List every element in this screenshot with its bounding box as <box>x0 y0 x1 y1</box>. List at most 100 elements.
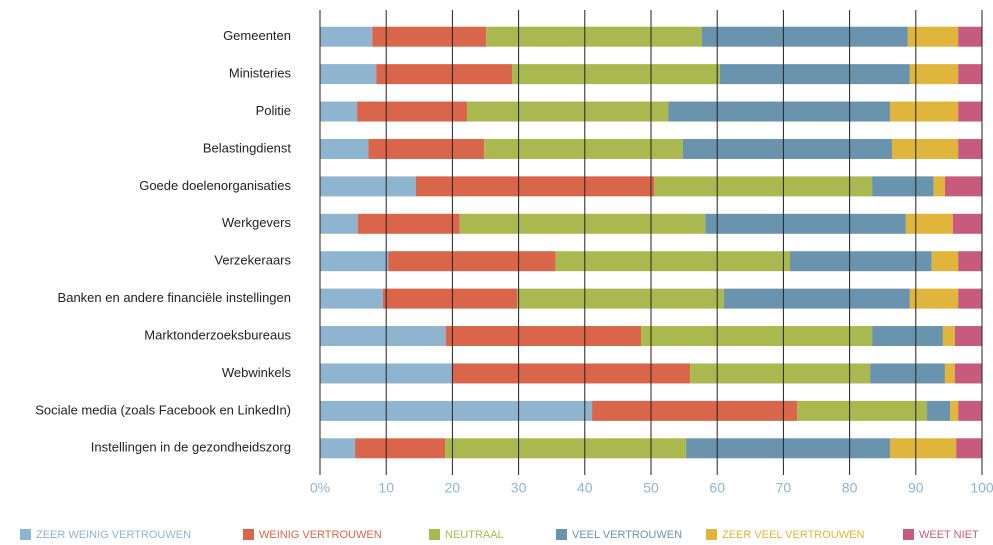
bar-segment <box>355 438 446 459</box>
bar-segment <box>889 101 959 122</box>
bar-segment <box>668 101 890 122</box>
x-tick-label: 10 <box>378 480 394 496</box>
bar-segment <box>320 251 389 272</box>
category-label: Politie <box>256 103 291 118</box>
bar-segment <box>320 400 593 421</box>
bar-segment <box>701 26 908 47</box>
bar-segment <box>958 101 982 122</box>
x-tick-label: 80 <box>842 480 858 496</box>
bar-segment <box>451 363 691 384</box>
bar-segment <box>956 438 982 459</box>
legend-label: ZEER VEEL VERTROUWEN <box>722 529 864 541</box>
bar-segment <box>320 326 446 347</box>
bar-segment <box>723 288 910 309</box>
bar-segment <box>357 213 460 234</box>
legend-swatch <box>706 529 717 540</box>
bar-segment <box>907 26 959 47</box>
bar-segment <box>790 251 932 272</box>
category-label: Banken en andere financiële instellingen <box>58 290 291 305</box>
bar-segment <box>376 64 512 85</box>
category-label: Marktonderzoeksbureaus <box>144 327 291 342</box>
bar-segment <box>357 101 467 122</box>
bar-segment <box>320 138 369 159</box>
x-tick-label: 0% <box>310 480 330 496</box>
bar-segment <box>944 363 955 384</box>
bar-segment <box>511 64 720 85</box>
bar-segment <box>891 138 959 159</box>
x-tick-label: 70 <box>776 480 792 496</box>
bar-segment <box>942 326 955 347</box>
category-label: Gemeenten <box>223 28 291 43</box>
bar-segment <box>719 64 910 85</box>
bar-segment <box>320 64 377 85</box>
bar-segment <box>320 101 358 122</box>
bar-segment <box>870 363 945 384</box>
category-label: Ministeries <box>229 66 292 81</box>
bar-segment <box>320 176 416 197</box>
x-tick-label: 60 <box>709 480 725 496</box>
bar-segment <box>382 288 518 309</box>
bar-segment <box>320 213 358 234</box>
bar-segment <box>466 101 669 122</box>
bar-segment <box>368 138 485 159</box>
bar-segment <box>415 176 655 197</box>
x-tick-label: 90 <box>908 480 924 496</box>
bar-segment <box>909 288 959 309</box>
bar-segment <box>320 438 356 459</box>
bar-segment <box>958 64 982 85</box>
bar-segment <box>517 288 724 309</box>
bar-segment <box>445 326 642 347</box>
bar-segment <box>372 26 487 47</box>
bar-segment <box>954 363 982 384</box>
category-label: Belastingdienst <box>203 140 292 155</box>
bar-segment <box>641 326 873 347</box>
bar-segment <box>486 26 702 47</box>
bar-segment <box>320 288 383 309</box>
x-tick-label: 20 <box>445 480 461 496</box>
legend-swatch <box>556 529 567 540</box>
category-label: Webwinkels <box>222 365 292 380</box>
bar-segment <box>958 251 982 272</box>
legend-label: ZEER WEINIG VERTROUWEN <box>36 529 191 541</box>
legend-swatch <box>243 529 254 540</box>
bar-segment <box>905 213 953 234</box>
bar-segment <box>933 176 945 197</box>
bar-segment <box>958 288 982 309</box>
legend-swatch <box>20 529 31 540</box>
bar-segment <box>705 213 906 234</box>
bar-segment <box>950 400 959 421</box>
legend-label: WEINIG VERTROUWEN <box>259 529 382 541</box>
bar-segment <box>927 400 951 421</box>
bar-segment <box>954 326 982 347</box>
bar-segment <box>592 400 798 421</box>
bar-segment <box>320 26 373 47</box>
bar-segment <box>445 438 687 459</box>
bar-segment <box>872 326 943 347</box>
bar-segment <box>944 176 982 197</box>
bar-segment <box>654 176 873 197</box>
bar-segment <box>682 138 892 159</box>
bar-segment <box>484 138 683 159</box>
category-label: Goede doelenorganisaties <box>139 178 291 193</box>
bar-segment <box>889 438 957 459</box>
category-label: Werkgevers <box>222 215 292 230</box>
bar-segment <box>459 213 706 234</box>
legend-swatch <box>429 529 440 540</box>
bar-segment <box>797 400 928 421</box>
x-tick-label: 50 <box>643 480 659 496</box>
x-tick-label: 40 <box>577 480 593 496</box>
bar-segment <box>958 400 982 421</box>
bar-segment <box>958 138 982 159</box>
category-label: Instellingen in de gezondheidszorg <box>91 440 291 455</box>
bar-segment <box>958 26 982 47</box>
bar-segment <box>686 438 890 459</box>
x-tick-label: 100 <box>970 480 993 496</box>
bar-segment <box>931 251 959 272</box>
bar-segment <box>952 213 982 234</box>
bar-segment <box>690 363 871 384</box>
legend-label: NEUTRAAL <box>445 529 504 541</box>
bar-segment <box>872 176 934 197</box>
bar-segment <box>555 251 791 272</box>
legend-swatch <box>903 529 914 540</box>
